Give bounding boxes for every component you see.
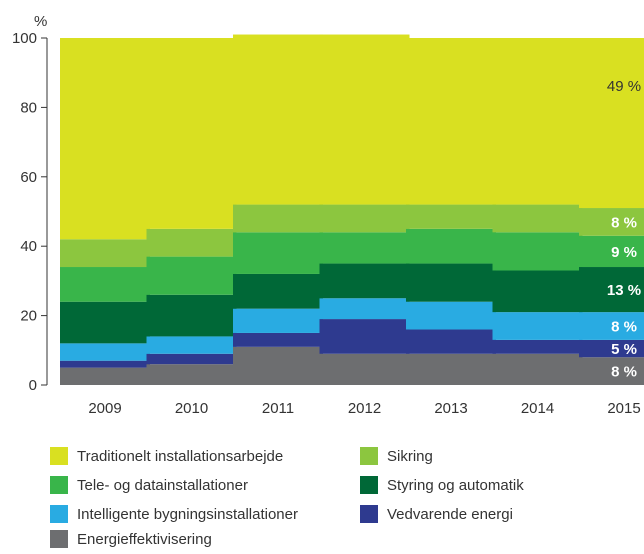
legend-label: Tele- og datainstallationer [77, 476, 248, 494]
bar-segment [60, 301, 150, 344]
bar-segment [146, 256, 237, 295]
legend-item-traditionelt: Traditionelt installationsarbejde [50, 447, 283, 465]
y-axis-unit-label: % [34, 13, 47, 30]
bar-segment [146, 353, 237, 365]
bar-segment [492, 353, 583, 385]
bar-segment [60, 239, 150, 268]
x-tick-label: 2011 [262, 400, 294, 417]
x-tick-label: 2015 [607, 400, 640, 417]
y-tick-label: 40 [20, 238, 37, 255]
legend-item-styring: Styring og automatik [360, 476, 524, 494]
bar-segment [319, 232, 410, 264]
bar-segment [579, 357, 644, 385]
x-tick-label: 2009 [88, 400, 121, 417]
bar-segment [406, 353, 496, 385]
bar-segment [406, 204, 496, 229]
x-tick-label: 2010 [175, 400, 208, 417]
bar-segment [233, 346, 323, 385]
bar-segment [60, 267, 150, 302]
legend-swatch [360, 476, 378, 494]
data-label: 8 % [611, 319, 637, 336]
bar-segment [492, 204, 583, 233]
bar-segment [146, 364, 237, 385]
y-tick-label: 60 [20, 169, 37, 186]
bar-segment [406, 301, 496, 330]
bar-segment [233, 273, 323, 309]
y-tick-label: 0 [29, 377, 37, 394]
x-tick-label: 2013 [434, 400, 467, 417]
bar-segment [233, 204, 323, 233]
bar-segment [60, 367, 150, 385]
bar-segment [233, 232, 323, 274]
bar-segment [319, 34, 410, 205]
bar-segment [60, 38, 150, 240]
bar-segment [406, 228, 496, 264]
data-label: 9 % [611, 244, 637, 261]
legend-item-sikring: Sikring [360, 447, 433, 465]
legend-swatch [50, 447, 68, 465]
data-label: 8 % [611, 364, 637, 381]
bar-segment [579, 267, 644, 313]
legend-item-energieffektivisering: Energieffektivisering [50, 530, 212, 548]
bar-segment [579, 208, 644, 236]
legend-label: Traditionelt installationsarbejde [77, 447, 284, 465]
bar-segment [233, 308, 323, 333]
bar-segment [579, 312, 644, 340]
x-tick-label: 2012 [348, 400, 381, 417]
bar-segment [146, 228, 237, 257]
legend-item-intelligente: Intelligente bygningsinstallationer [50, 505, 298, 523]
y-tick-label: 80 [20, 99, 37, 116]
bar-segment [319, 353, 410, 385]
bar-segment [579, 235, 644, 268]
legend-swatch [360, 505, 378, 523]
bar-segment [146, 336, 237, 354]
x-tick-label: 2014 [521, 400, 554, 417]
bar-segment [492, 270, 583, 313]
bar-segment [492, 312, 583, 340]
bar-segment [492, 232, 583, 271]
bar-segment [146, 294, 237, 337]
bar-segment [60, 360, 150, 368]
legend-label: Intelligente bygningsinstallationer [77, 505, 298, 523]
y-tick-label: 100 [12, 30, 37, 47]
y-tick-label: 20 [20, 308, 37, 325]
bar-segment [492, 339, 583, 354]
legend-label: Styring og automatik [387, 476, 524, 494]
bar-segment [579, 38, 644, 209]
bar-segment [233, 332, 323, 347]
bar-segment [146, 38, 237, 229]
legend-label: Energieffektivisering [77, 530, 212, 548]
data-label: 49 % [607, 78, 641, 95]
bar-segment [60, 343, 150, 361]
legend-swatch [50, 530, 68, 548]
legend-label: Sikring [387, 447, 433, 465]
legend-item-vedvarende: Vedvarende energi [360, 505, 513, 523]
bar-segment [579, 339, 644, 358]
stacked-bar-chart: % 0 20 40 60 80 100 2009 2010 2011 2012 2013 2014 2… [12, 13, 644, 417]
bar-segment [406, 38, 496, 205]
data-label: 13 % [607, 282, 641, 299]
legend-swatch [360, 447, 378, 465]
bar-segment [319, 263, 410, 299]
data-label: 5 % [611, 341, 637, 358]
legend-label: Vedvarende energi [387, 505, 513, 523]
legend-item-tele-data: Tele- og datainstallationer [50, 476, 248, 494]
bar-segment [319, 204, 410, 233]
bar-segment [492, 38, 583, 205]
bar-segment [319, 298, 410, 320]
chart-legend: Traditionelt installationsarbejde Sikrin… [50, 447, 610, 552]
bar-segment [319, 319, 410, 354]
bar-segment [233, 34, 323, 205]
legend-swatch [50, 505, 68, 523]
data-label: 8 % [611, 214, 637, 231]
legend-swatch [50, 476, 68, 494]
bar-segment [406, 329, 496, 354]
bar-segment [406, 263, 496, 302]
